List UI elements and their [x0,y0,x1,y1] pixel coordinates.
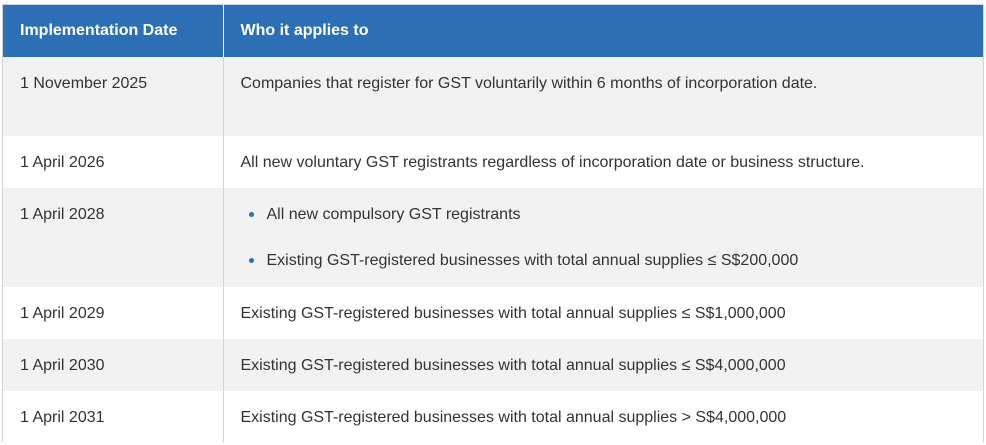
table-row: 1 April 2030 Existing GST-registered bus… [3,339,983,391]
header-implementation-date: Implementation Date [3,5,224,57]
list-item-text: All new compulsory GST registrants [266,206,521,223]
date-cell: 1 April 2028 [3,188,224,287]
list-item: Existing GST-registered businesses with … [248,250,967,272]
date-cell: 1 April 2031 [3,391,224,443]
table-row: 1 April 2031 Existing GST-registered bus… [3,391,983,443]
bullet-dot-icon [248,258,254,263]
date-cell: 1 April 2029 [3,287,224,339]
table-row: 1 April 2028 All new compulsory GST regi… [3,188,983,287]
table-row: 1 November 2025 Companies that register … [3,57,983,136]
bullet-dot-icon [248,212,254,217]
date-cell: 1 November 2025 [3,57,224,136]
table-row: 1 April 2029 Existing GST-registered bus… [3,287,983,339]
list-item-text: Existing GST-registered businesses with … [266,252,799,269]
table-row: 1 April 2026 All new voluntary GST regis… [3,136,983,188]
applies-cell: Existing GST-registered businesses with … [240,305,786,322]
applies-cell: Existing GST-registered businesses with … [240,357,786,374]
table-header-row: Implementation Date Who it applies to [3,5,983,57]
applies-cell: All new voluntary GST registrants regard… [240,154,865,171]
applies-cell: Existing GST-registered businesses with … [240,409,787,426]
applies-cell: All new compulsory GST registrants Exist… [223,188,983,287]
applies-cell: Companies that register for GST voluntar… [240,75,818,92]
applies-bullet-list: All new compulsory GST registrants Exist… [241,204,967,272]
list-item: All new compulsory GST registrants [248,204,967,226]
header-who-it-applies-to: Who it applies to [223,5,983,57]
date-cell: 1 April 2030 [3,339,224,391]
implementation-table: Implementation Date Who it applies to 1 … [2,4,984,443]
implementation-schedule-table: Implementation Date Who it applies to 1 … [3,5,983,443]
date-cell: 1 April 2026 [3,136,224,188]
